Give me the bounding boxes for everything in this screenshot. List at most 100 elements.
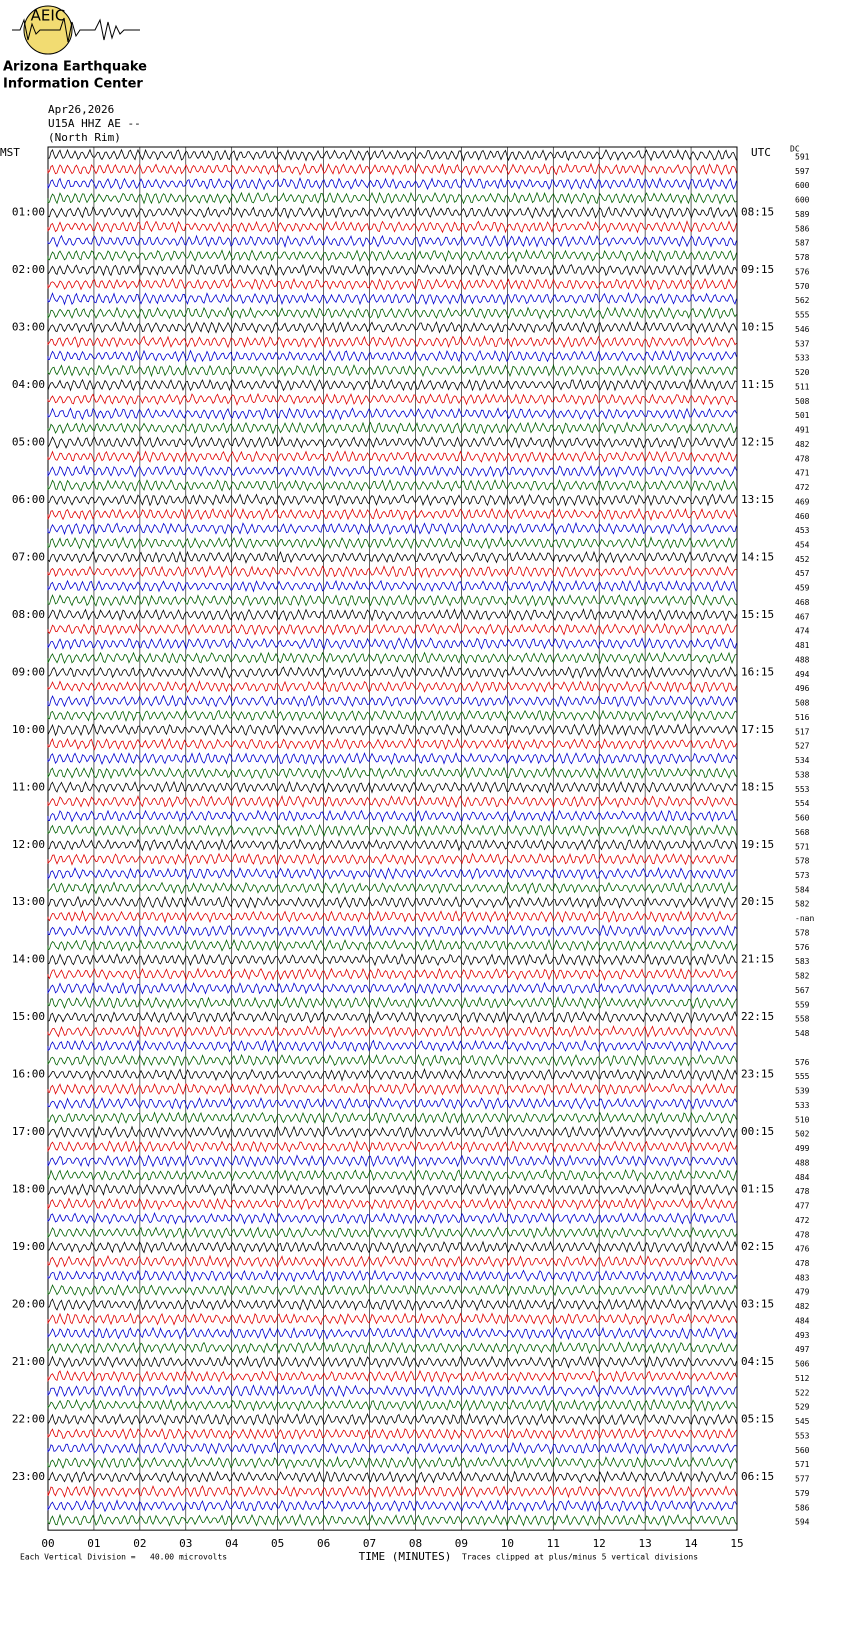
seismic-trace (47, 1455, 737, 1470)
dc-offset: 600 (795, 181, 810, 190)
seismic-trace (47, 1182, 737, 1197)
seismic-trace (47, 464, 737, 478)
seismic-trace (47, 809, 737, 823)
seismic-trace (47, 1240, 737, 1254)
x-tick-label: 07 (363, 1537, 376, 1550)
dc-offset: 508 (795, 397, 810, 406)
seismic-trace (47, 421, 737, 435)
dc-offset: 469 (795, 497, 810, 506)
location: (North Rim) (48, 131, 121, 144)
x-tick-label: 06 (317, 1537, 330, 1550)
dc-offset: 459 (795, 584, 810, 593)
dc-offset: 533 (795, 354, 810, 363)
mst-hour: 09:00 (12, 665, 45, 678)
seismic-trace (47, 1298, 737, 1312)
utc-hour: 02:15 (741, 1240, 774, 1253)
seismic-trace (47, 1082, 737, 1096)
seismic-trace (47, 565, 737, 579)
dc-offset: 472 (795, 1216, 810, 1225)
dc-offset: 539 (795, 1087, 810, 1096)
dc-offset: 499 (795, 1144, 810, 1153)
utc-hour: 11:15 (741, 378, 774, 391)
seismic-trace (47, 1140, 737, 1153)
dc-offset: 508 (795, 699, 810, 708)
dc-offset: 482 (795, 440, 810, 449)
mst-hour: 07:00 (12, 550, 45, 563)
seismic-trace (47, 1010, 737, 1024)
x-tick-label: 12 (593, 1537, 606, 1550)
utc-hour: 10:15 (741, 320, 774, 333)
dc-offset: 578 (795, 253, 810, 262)
utc-hour: 14:15 (741, 550, 774, 563)
seismic-trace (47, 795, 737, 809)
seismic-trace (47, 1355, 737, 1369)
dc-offset: 560 (795, 814, 810, 823)
seismic-trace (47, 1499, 737, 1513)
mst-hour: 22:00 (12, 1413, 45, 1426)
dc-offset: 533 (795, 1101, 810, 1110)
dc-offset: 501 (795, 411, 810, 420)
utc-hour: 12:15 (741, 435, 774, 448)
dc-offset: 502 (795, 1130, 810, 1139)
seismic-trace (47, 521, 737, 536)
x-axis-label: TIME (MINUTES) (359, 1550, 452, 1563)
seismic-trace (47, 1125, 737, 1139)
dc-offset: 460 (795, 512, 810, 521)
dc-offset: 467 (795, 612, 810, 621)
seismic-trace (47, 363, 737, 378)
seismic-trace (47, 1068, 737, 1082)
seismic-trace (47, 1384, 737, 1398)
seismic-trace (47, 823, 737, 838)
mst-hour: 16:00 (12, 1068, 45, 1081)
seismic-trace (47, 1398, 737, 1412)
mst-hour: 04:00 (12, 378, 45, 391)
dc-offset: 471 (795, 469, 810, 478)
dc-offset: 468 (795, 598, 810, 607)
dc-offset: 545 (795, 1417, 810, 1426)
dc-offset: 491 (795, 426, 810, 435)
dc-offset: 553 (795, 1431, 810, 1440)
dc-offset: 478 (795, 454, 810, 463)
dc-offset: 578 (795, 928, 810, 937)
mst-hour: 08:00 (12, 608, 45, 621)
dc-offset: 476 (795, 1245, 810, 1254)
x-tick-label: 00 (41, 1537, 54, 1550)
dc-offset: 576 (795, 943, 810, 952)
seismic-trace (47, 579, 737, 593)
dc-offset: 553 (795, 785, 810, 794)
seismic-trace (47, 751, 737, 766)
dc-offset: 546 (795, 325, 810, 334)
mst-hour: 18:00 (12, 1183, 45, 1196)
utc-hour: 08:15 (741, 205, 774, 218)
date: Apr26,2026 (48, 103, 114, 116)
dc-offset: 484 (795, 1173, 810, 1182)
utc-hour: 16:15 (741, 665, 774, 678)
seismic-trace (47, 953, 737, 967)
dc-offset: 483 (795, 1273, 810, 1282)
dc-offset: 457 (795, 569, 810, 578)
dc-offset: 520 (795, 368, 810, 377)
dc-offset: 589 (795, 210, 810, 219)
clip-note: Traces clipped at plus/minus 5 vertical … (462, 1553, 698, 1562)
dc-offset: 477 (795, 1202, 810, 1211)
dc-offset: 496 (795, 684, 810, 693)
dc-offset: 453 (795, 526, 810, 535)
scale-note: Each Vertical Division = 40.00 microvolt… (20, 1553, 227, 1562)
utc-hour: 15:15 (741, 608, 774, 621)
mst-hour: 23:00 (12, 1470, 45, 1483)
dc-offset: 594 (795, 1518, 810, 1527)
seismic-trace (47, 996, 737, 1010)
seismic-trace (47, 637, 737, 651)
dc-offset: 517 (795, 727, 810, 736)
seismic-trace (47, 1427, 737, 1441)
seismic-trace (47, 407, 737, 421)
mst-hour: 20:00 (12, 1298, 45, 1311)
seismic-trace (47, 148, 737, 162)
dc-offset: 576 (795, 1058, 810, 1067)
dc-offset: 481 (795, 641, 810, 650)
dc-offset: 576 (795, 267, 810, 276)
dc-offset: 454 (795, 540, 810, 549)
zone-label: UTC (751, 146, 771, 159)
seismic-trace (47, 1111, 737, 1125)
seismic-trace (47, 1312, 737, 1326)
